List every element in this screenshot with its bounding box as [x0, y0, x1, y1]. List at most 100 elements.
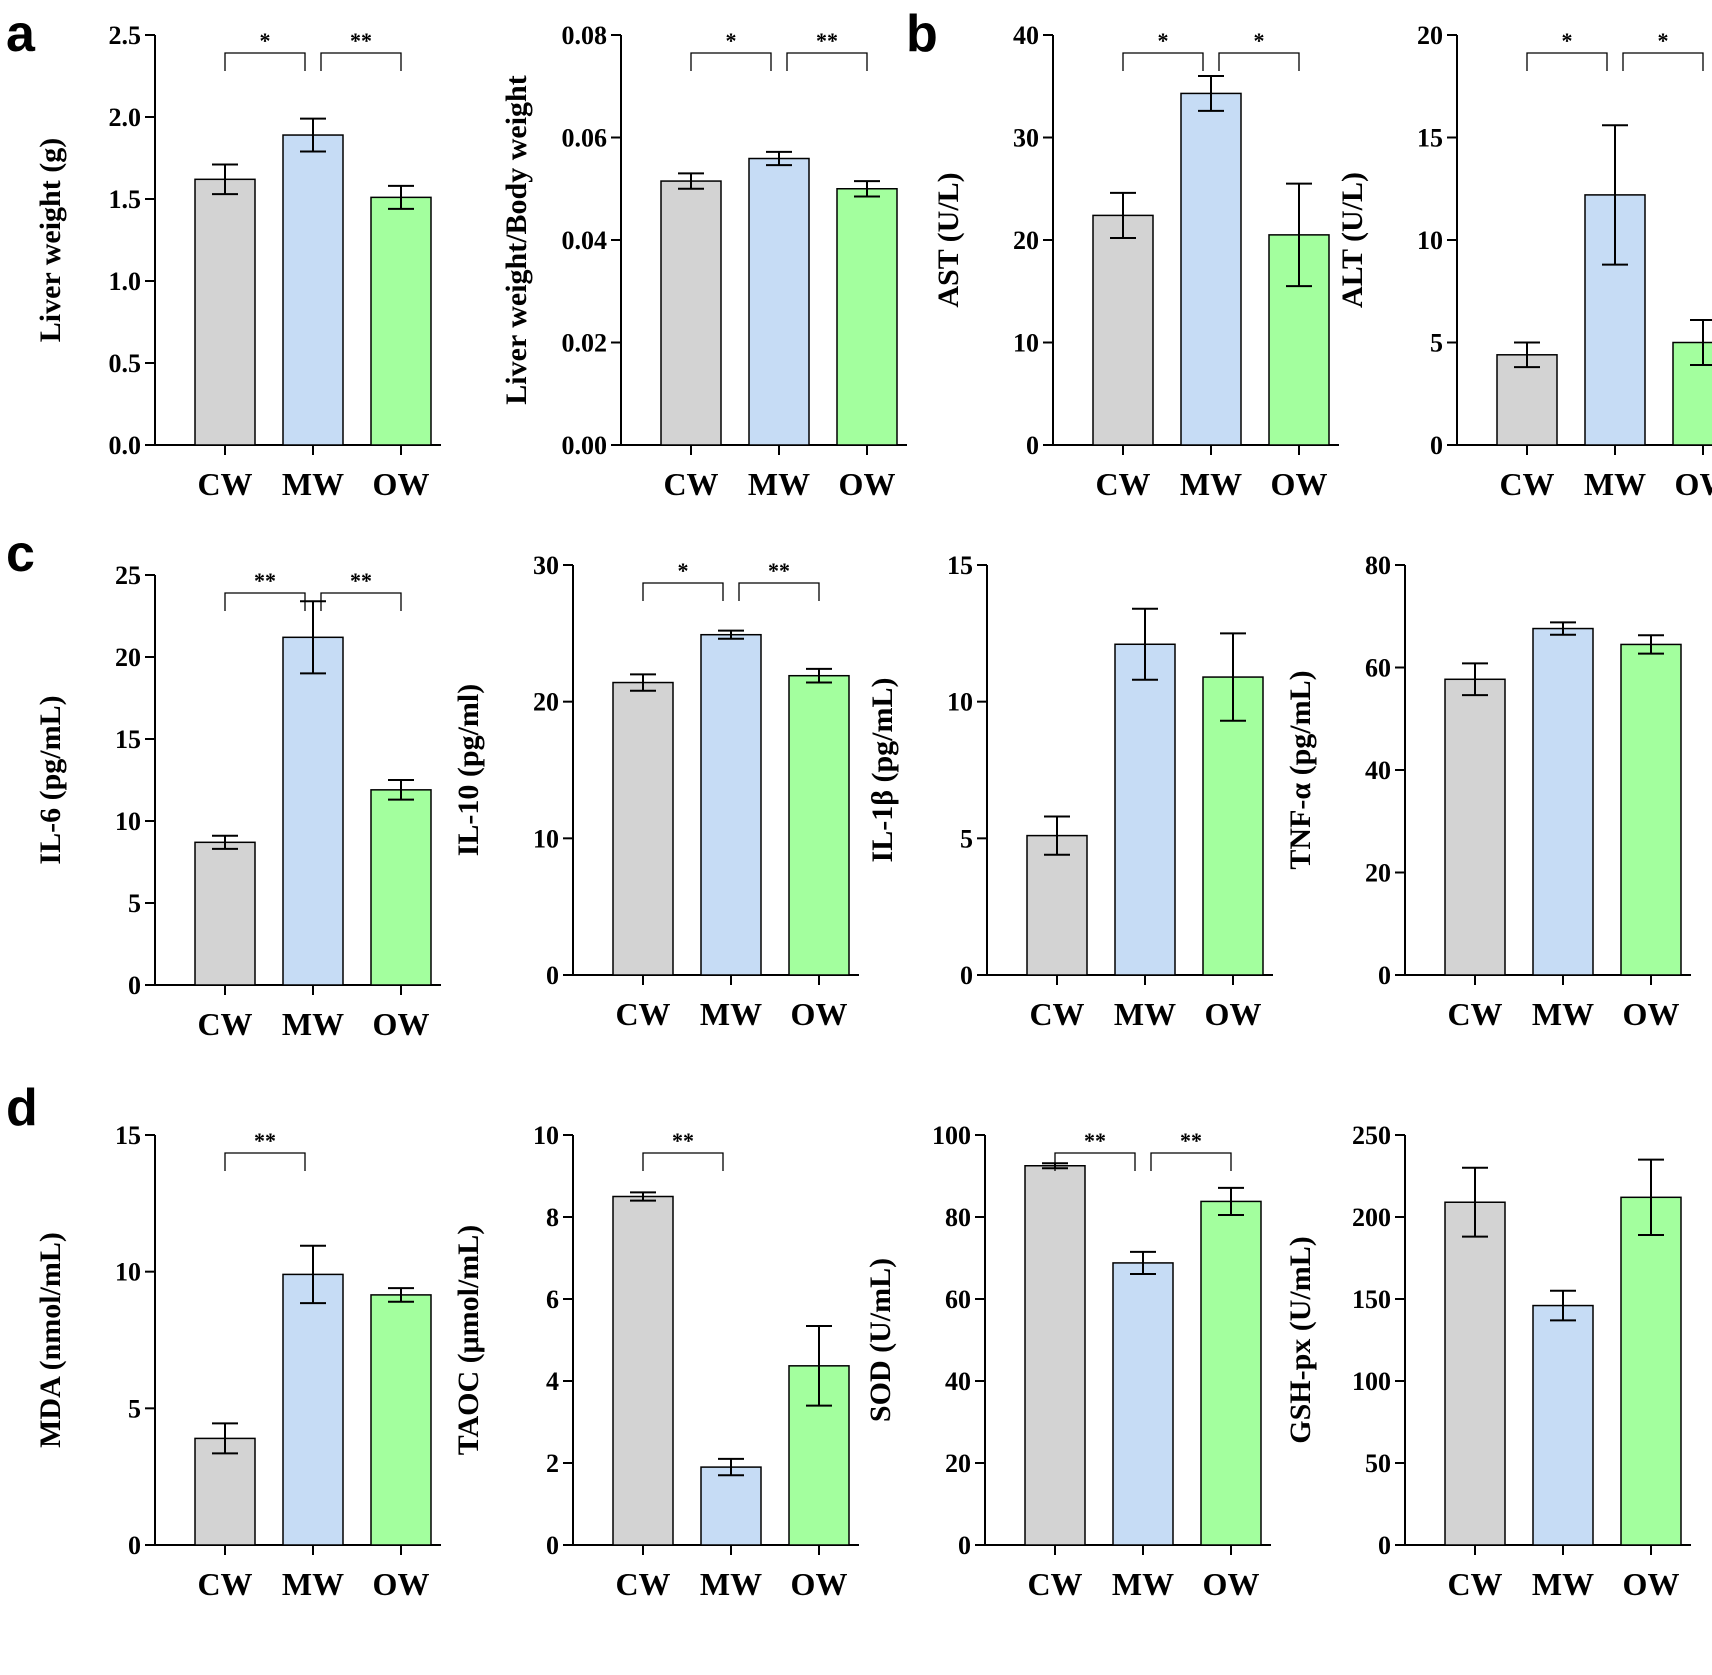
x-tick-label-ow: OW — [1623, 996, 1680, 1032]
chart-liver-body-ratio: 0.00 0.02 0.04 0.06 0.08 Liver weight/Body we… — [500, 21, 907, 502]
y-tick-label: 2.0 — [109, 103, 142, 132]
bar-mw — [1532, 1304, 1594, 1546]
significance-label: * — [1562, 28, 1573, 53]
x-tick-label-mw: MW — [1584, 466, 1646, 502]
x-tick-label-cw: CW — [1027, 1566, 1082, 1602]
bar-mw — [282, 1273, 344, 1546]
x-tick-label-ow: OW — [373, 1566, 430, 1602]
y-tick-label: 0.02 — [562, 329, 608, 358]
bar-cw — [612, 681, 674, 976]
chart-sod: 0 20 40 60 80 100 SOD (U/mL) CW MW OW ** ** — [864, 1121, 1271, 1602]
y-axis-label: AST (U/L) — [932, 172, 965, 307]
y-axis-label: SOD (U/mL) — [864, 1258, 897, 1422]
y-tick-label: 20 — [1013, 226, 1039, 255]
bar-cw — [612, 1195, 674, 1546]
x-tick-label-cw: CW — [1499, 466, 1554, 502]
x-tick-label-cw: CW — [197, 1006, 252, 1042]
significance-label: ** — [350, 28, 372, 53]
chart-taoc: 0 2 4 6 8 10 TAOC (μmol/mL) CW MW OW ** — [452, 1121, 859, 1602]
bar-ow — [370, 1294, 432, 1546]
chart-ast: 0 10 20 30 40 AST (U/L) CW MW OW * * — [932, 21, 1339, 502]
x-tick-label-ow: OW — [1271, 466, 1328, 502]
y-tick-label: 0 — [958, 1531, 971, 1560]
y-tick-label: 15 — [947, 551, 973, 580]
x-tick-label-mw: MW — [700, 1566, 762, 1602]
chart-il6: 0 5 10 15 20 25 IL-6 (pg/mL) CW MW OW ** ** — [34, 561, 441, 1042]
bar-ow — [836, 188, 898, 446]
y-tick-label: 20 — [1417, 21, 1443, 50]
y-tick-label: 40 — [1013, 21, 1039, 50]
significance-label: ** — [768, 558, 790, 583]
significance-label: ** — [672, 1128, 694, 1153]
significance-bracket — [642, 582, 724, 601]
panel-label-a: a — [6, 5, 35, 63]
x-tick-label-ow: OW — [373, 466, 430, 502]
significance-bracket — [786, 52, 868, 71]
x-tick-label-ow: OW — [373, 1006, 430, 1042]
x-tick-label-mw: MW — [748, 466, 810, 502]
y-tick-label: 10 — [533, 1121, 559, 1150]
y-axis-label: TAOC (μmol/mL) — [452, 1225, 485, 1456]
x-tick-label-mw: MW — [282, 1566, 344, 1602]
y-tick-label: 60 — [1365, 654, 1391, 683]
y-tick-label: 1.5 — [109, 185, 142, 214]
y-tick-label: 0 — [1026, 431, 1039, 460]
significance-bracket — [1150, 1152, 1232, 1171]
significance-label: ** — [254, 568, 276, 593]
significance-label: ** — [254, 1128, 276, 1153]
y-axis-label: ALT (U/L) — [1336, 172, 1369, 308]
y-axis-label: GSH-px (U/mL) — [1284, 1236, 1317, 1444]
significance-label: ** — [1180, 1128, 1202, 1153]
significance-bracket — [1122, 52, 1204, 71]
significance-label: ** — [816, 28, 838, 53]
y-tick-label: 5 — [128, 889, 141, 918]
y-tick-label: 40 — [1365, 756, 1391, 785]
significance-label: * — [1158, 28, 1169, 53]
y-tick-label: 30 — [533, 551, 559, 580]
y-tick-label: 0 — [546, 961, 559, 990]
bar-cw — [194, 1437, 256, 1546]
y-tick-label: 10 — [115, 1258, 141, 1287]
bar-mw — [1180, 92, 1242, 446]
bar-mw — [282, 636, 344, 986]
y-tick-label: 60 — [945, 1285, 971, 1314]
x-tick-label-cw: CW — [197, 466, 252, 502]
y-axis-label: TNF-α (pg/mL) — [1284, 670, 1317, 869]
y-tick-label: 0.5 — [109, 349, 142, 378]
y-tick-label: 100 — [1352, 1367, 1391, 1396]
bar-mw — [1112, 1262, 1174, 1546]
y-tick-label: 8 — [546, 1203, 559, 1232]
y-tick-label: 15 — [115, 725, 141, 754]
y-tick-label: 20 — [115, 643, 141, 672]
significance-label: * — [726, 28, 737, 53]
panel-label-d: d — [6, 1079, 38, 1137]
y-tick-label: 250 — [1352, 1121, 1391, 1150]
significance-label: * — [678, 558, 689, 583]
chart-gsh-px: 0 50 100 150 200 250 GSH-px (U/mL) CW MW OW — [1284, 1121, 1691, 1602]
y-tick-label: 4 — [546, 1367, 559, 1396]
y-tick-label: 10 — [533, 824, 559, 853]
bar-cw — [194, 178, 256, 446]
y-tick-label: 10 — [115, 807, 141, 836]
panel-label-b: b — [906, 5, 938, 63]
x-tick-label-mw: MW — [1112, 1566, 1174, 1602]
x-tick-label-cw: CW — [615, 1566, 670, 1602]
x-tick-label-cw: CW — [615, 996, 670, 1032]
y-tick-label: 1.0 — [109, 267, 142, 296]
chart-alt: 0 5 10 15 20 ALT (U/L) CW MW OW * * — [1336, 21, 1712, 502]
significance-label: * — [1658, 28, 1669, 53]
bar-mw — [1114, 643, 1176, 976]
x-tick-label-cw: CW — [1447, 1566, 1502, 1602]
x-tick-label-ow: OW — [839, 466, 896, 502]
x-tick-label-cw: CW — [1029, 996, 1084, 1032]
x-tick-label-cw: CW — [663, 466, 718, 502]
x-tick-label-mw: MW — [1180, 466, 1242, 502]
x-tick-label-ow: OW — [1623, 1566, 1680, 1602]
x-tick-label-mw: MW — [282, 1006, 344, 1042]
y-tick-label: 25 — [115, 561, 141, 590]
y-tick-label: 5 — [128, 1394, 141, 1423]
y-tick-label: 100 — [932, 1121, 971, 1150]
y-axis-label: IL-1β (pg/mL) — [866, 678, 899, 863]
panel-label-c: c — [6, 525, 35, 583]
